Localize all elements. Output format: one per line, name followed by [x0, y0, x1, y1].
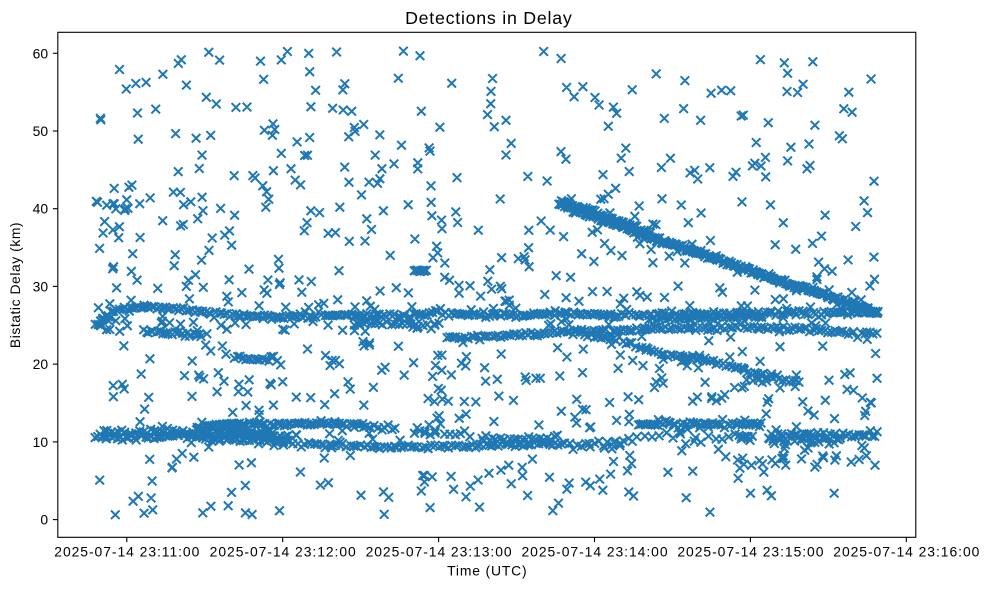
svg-text:40: 40 [33, 201, 49, 217]
svg-text:30: 30 [33, 278, 49, 294]
svg-text:2025-07-14 23:12:00: 2025-07-14 23:12:00 [210, 544, 357, 560]
svg-text:2025-07-14 23:16:00: 2025-07-14 23:16:00 [833, 544, 980, 560]
svg-text:0: 0 [40, 512, 48, 528]
svg-text:10: 10 [33, 434, 49, 450]
svg-text:2025-07-14 23:15:00: 2025-07-14 23:15:00 [677, 544, 824, 560]
svg-text:2025-07-14 23:13:00: 2025-07-14 23:13:00 [366, 544, 513, 560]
svg-text:Time (UTC): Time (UTC) [447, 563, 527, 579]
svg-text:2025-07-14 23:14:00: 2025-07-14 23:14:00 [521, 544, 668, 560]
svg-text:60: 60 [33, 45, 49, 61]
svg-text:2025-07-14 23:11:00: 2025-07-14 23:11:00 [54, 544, 200, 560]
svg-text:20: 20 [33, 356, 49, 372]
svg-text:Detections in Delay: Detections in Delay [405, 8, 572, 28]
svg-text:50: 50 [33, 123, 49, 139]
svg-text:Bistatic Delay (km): Bistatic Delay (km) [7, 222, 23, 348]
